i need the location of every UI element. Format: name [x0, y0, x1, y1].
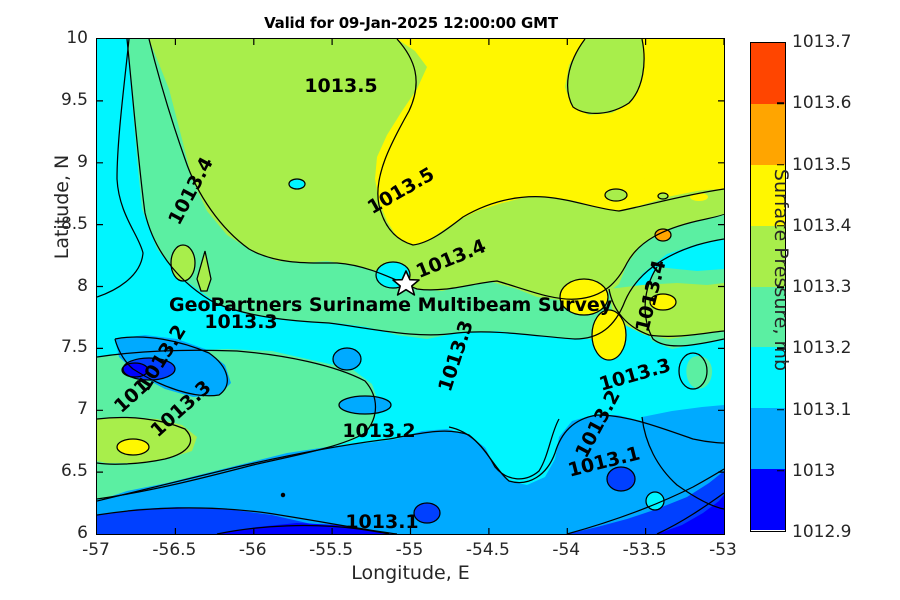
colorbar-band: [751, 103, 785, 165]
colorbar-tick-mark: [777, 225, 784, 227]
fill-1013p5-ne: [642, 39, 724, 195]
fill-1013p0-se: [567, 471, 724, 534]
fill-blue-dot-2: [607, 467, 635, 491]
x-tick-label: -55: [395, 540, 424, 560]
x-tick-label: -53.5: [622, 540, 667, 560]
fill-1012p9-s: [217, 523, 387, 534]
colorbar[interactable]: [750, 42, 786, 532]
colorbar-tick-mark: [777, 286, 784, 288]
y-tick-label: 9: [77, 151, 88, 172]
star-marker: [392, 270, 420, 296]
fill-green-notch-top: [565, 39, 645, 115]
y-tick-label: 8: [77, 275, 88, 296]
fill-blue-dot-1: [414, 503, 440, 523]
colorbar-tick-label: 1013.7: [792, 32, 852, 52]
x-tick-label: -55.5: [309, 540, 354, 560]
colorbar-band: [751, 225, 785, 287]
y-tick-label: 6: [77, 523, 88, 543]
colorbar-band: [751, 408, 785, 470]
fill-cyan-finger: [449, 411, 559, 481]
fill-yellow-blob-3: [650, 294, 676, 310]
fill-orange-dot: [655, 229, 671, 241]
y-tick-label: 8.5: [60, 213, 88, 234]
colorbar-label: Surface Pressure, mb: [770, 168, 792, 372]
fill-green-hole-1: [605, 189, 627, 201]
colorbar-band: [751, 43, 785, 104]
colorbar-band: [751, 286, 785, 348]
contour-label: 1013.2: [342, 420, 416, 442]
figure-title: Valid for 09-Jan-2025 12:00:00 GMT: [264, 14, 558, 32]
colorbar-tick-label: 1013.3: [792, 277, 852, 297]
colorbar-tick-mark: [777, 163, 784, 166]
x-tick-label: -56: [238, 540, 267, 560]
contour-label: 1013.5: [304, 75, 378, 97]
fill-1013p1-e: [642, 405, 724, 509]
colorbar-band: [751, 164, 785, 226]
colorbar-tick-mark: [777, 408, 784, 411]
fill-1013p2-nw: [97, 39, 143, 295]
axis-ticks: [97, 39, 724, 534]
site-annotation-label: GeoPartners Suriname Multibeam Survey: [169, 294, 613, 316]
colorbar-tick-label: 1013: [792, 460, 836, 481]
colorbar-tick-label: 1013.1: [792, 399, 852, 420]
fill-1013p3-blob: [686, 355, 713, 389]
contour-lines: [97, 39, 724, 534]
contour-svg: [97, 39, 724, 534]
y-tick-label: 9.5: [60, 89, 88, 110]
fill-yellow-dot-9: [117, 439, 149, 455]
fill-azure-dot-5: [333, 348, 361, 370]
colorbar-bands: [751, 43, 785, 530]
fill-yellow-blob-5: [690, 193, 708, 201]
fill-1013p4-spike: [197, 251, 211, 291]
fill-green-hole-2: [658, 193, 668, 199]
fill-yellow-blob-2: [592, 310, 626, 360]
fill-azure-dot-3: [339, 396, 391, 414]
colorbar-tick-label: 1013.6: [792, 93, 852, 114]
x-tick-label: -54: [552, 540, 581, 560]
y-tick-label: 7: [77, 399, 88, 420]
fill-1013p1: [97, 415, 724, 534]
x-tick-label: -53: [709, 540, 737, 560]
colorbar-tick-label: 1013.4: [792, 215, 852, 236]
y-tick-label: 7.5: [60, 337, 88, 358]
colorbar-band: [751, 469, 785, 530]
colorbar-tick-mark: [777, 470, 784, 472]
x-axis-label: Longitude, E: [351, 562, 470, 584]
contour-label: 1013.3: [204, 311, 278, 333]
contour-label: 1013.1: [345, 511, 419, 533]
colorbar-tick-label: 1013.5: [792, 154, 852, 175]
x-tick-label: -54.5: [465, 540, 510, 560]
fill-1012p9-se: [657, 495, 724, 534]
fill-1013p4-e: [609, 283, 724, 339]
colorbar-tick-label: 1013.2: [792, 338, 852, 359]
colorbar-band: [751, 347, 785, 409]
colorbar-tick-mark: [777, 347, 784, 349]
fill-cyan-dot-7: [289, 179, 305, 189]
x-tick-label: -56.5: [152, 540, 197, 560]
y-tick-label: 10: [66, 28, 88, 48]
fill-yellow-blob-1: [560, 279, 608, 315]
colorbar-tick-mark: [777, 102, 784, 104]
fill-green-dot-8: [171, 245, 195, 281]
colorbar-tick-label: 1012.9: [792, 522, 852, 542]
x-tick-label: -57: [82, 540, 110, 560]
y-tick-label: 6.5: [60, 461, 88, 482]
contour-plot-area: 1013.5 1013.4 1013.5 1013.4 1013.4 1013.3 1013…: [96, 38, 725, 535]
